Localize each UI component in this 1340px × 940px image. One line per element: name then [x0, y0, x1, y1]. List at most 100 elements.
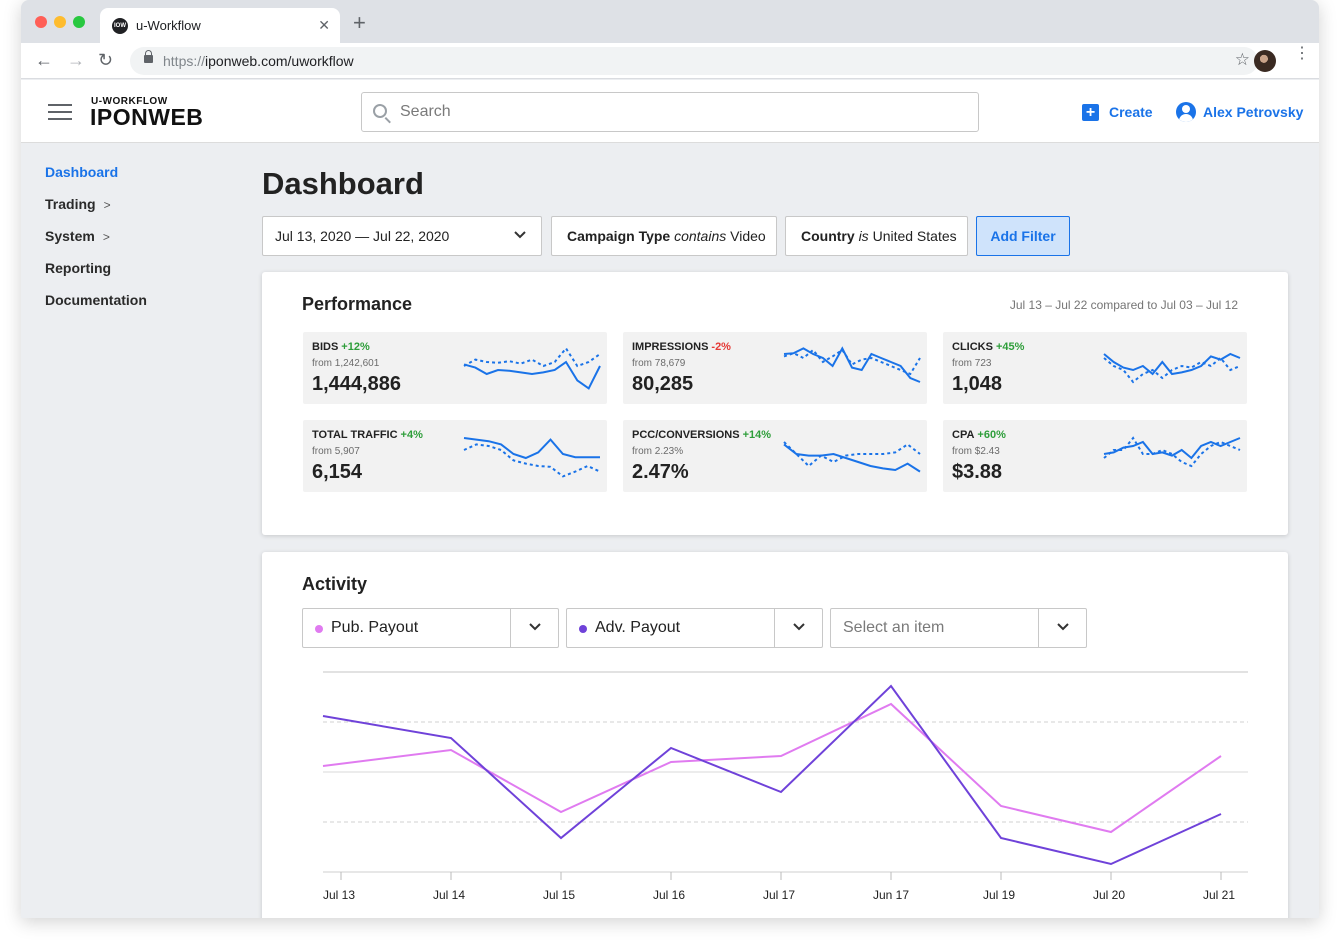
- kpi-label: CPA +60%: [952, 429, 1006, 441]
- sparkline-current: [783, 346, 921, 383]
- user-avatar-icon: [1176, 102, 1196, 122]
- x-tick-label: Jul 13: [323, 888, 355, 902]
- add-filter-button[interactable]: Add Filter: [976, 216, 1070, 256]
- kpi-label: BIDS +12%: [312, 341, 370, 353]
- filter-operator: is: [858, 228, 869, 244]
- kpi-tile[interactable]: CLICKS +45% from 723 1,048: [943, 332, 1247, 404]
- kpi-sparkline: [1103, 352, 1241, 384]
- x-tick-label: Jul 14: [433, 888, 465, 902]
- x-tick-label: Jul 19: [983, 888, 1015, 902]
- url-text: https://iponweb.com/uworkflow: [163, 53, 354, 69]
- metric-select-2[interactable]: Adv. Payout: [566, 608, 823, 648]
- sidebar-item-trading[interactable]: Trading >: [45, 196, 245, 228]
- logo-subtitle: U-WORKFLOW: [91, 96, 168, 107]
- search-input[interactable]: [400, 101, 960, 123]
- back-icon[interactable]: ←: [35, 50, 53, 70]
- series-line: [322, 702, 1222, 834]
- sidebar-item-label: Reporting: [45, 260, 112, 276]
- close-tab-icon[interactable]: ✕: [318, 17, 330, 33]
- metric-select-3[interactable]: Select an item: [830, 608, 1087, 648]
- reload-icon[interactable]: ↻: [98, 50, 114, 70]
- metric-select-1[interactable]: Pub. Payout: [302, 608, 559, 648]
- kpi-change: +14%: [742, 429, 772, 441]
- page-title: Dashboard: [262, 166, 424, 201]
- browser-profile-avatar[interactable]: [1254, 50, 1276, 72]
- sparkline-current: [463, 437, 600, 460]
- sparkline-previous: [783, 348, 921, 376]
- x-tick-label: Jul 21: [1203, 888, 1235, 902]
- kpi-value: 1,048: [952, 373, 1003, 395]
- kpi-tile[interactable]: PCC/CONVERSIONS +14% from 2.23% 2.47%: [623, 420, 927, 492]
- kpi-sparkline: [463, 437, 601, 478]
- address-bar[interactable]: https://iponweb.com/uworkflow ☆: [130, 47, 1258, 75]
- kpi-tile[interactable]: CPA +60% from $2.43 $3.88: [943, 420, 1247, 492]
- date-range-picker[interactable]: Jul 13, 2020 — Jul 22, 2020: [262, 216, 542, 256]
- sidebar-item-system[interactable]: System >: [45, 228, 245, 260]
- browser-menu-icon[interactable]: ⋮: [1294, 45, 1310, 62]
- sidebar-item-label: System: [45, 228, 95, 244]
- search-icon: [373, 104, 387, 118]
- favicon-icon: IOW: [112, 18, 128, 34]
- kpi-label: CLICKS +45%: [952, 341, 1025, 353]
- browser-toolbar: ← → ↻ https://iponweb.com/uworkflow ☆ ⋮: [21, 43, 1319, 79]
- kpi-change: +60%: [977, 429, 1006, 441]
- filter-chip-campaign-type[interactable]: Campaign Type contains Video: [551, 216, 777, 256]
- forward-icon[interactable]: →: [67, 50, 85, 70]
- hamburger-menu-icon[interactable]: [48, 104, 72, 120]
- filter-value: Video: [730, 228, 766, 244]
- zoom-window-button[interactable]: [73, 16, 85, 28]
- sidebar-nav: Dashboard Trading > System > Reporting Doc…: [45, 164, 245, 324]
- sidebar-item-dashboard[interactable]: Dashboard: [45, 164, 245, 196]
- kpi-previous-value: from 1,242,601: [312, 358, 380, 369]
- kpi-value: 80,285: [632, 373, 694, 395]
- chevron-down-icon[interactable]: [789, 617, 809, 637]
- x-tick-label: Jun 17: [873, 888, 909, 902]
- sparkline-previous: [463, 346, 601, 368]
- kpi-change: +12%: [341, 341, 370, 353]
- kpi-tile[interactable]: IMPRESSIONS -2% from 78,679 80,285: [623, 332, 927, 404]
- sidebar-item-label: Dashboard: [45, 164, 119, 180]
- sparkline-current: [1103, 352, 1241, 376]
- sparkline-previous: [1103, 356, 1241, 384]
- kpi-value: 1,444,886: [312, 373, 401, 395]
- kpi-value: 6,154: [312, 461, 363, 483]
- sparkline-current: [463, 360, 601, 390]
- minimize-window-button[interactable]: [54, 16, 66, 28]
- kpi-tile[interactable]: TOTAL TRAFFIC +4% from 5,907 6,154: [303, 420, 607, 492]
- filter-operator: contains: [674, 228, 727, 244]
- sparkline-current: [783, 443, 921, 473]
- kpi-previous-value: from 723: [952, 358, 992, 369]
- activity-title: Activity: [302, 574, 368, 594]
- sidebar-item-documentation[interactable]: Documentation: [45, 292, 245, 324]
- performance-card: Performance Jul 13 – Jul 22 compared to …: [262, 272, 1288, 535]
- sidebar-item-label: Trading: [45, 196, 96, 212]
- kpi-label: TOTAL TRAFFIC +4%: [312, 429, 423, 441]
- performance-title: Performance: [302, 294, 413, 314]
- metric-select-placeholder: Select an item: [843, 619, 945, 636]
- series-color-dot: [579, 625, 587, 633]
- new-tab-icon[interactable]: +: [353, 10, 366, 35]
- lock-icon: [144, 50, 153, 63]
- x-tick-label: Jul 17: [763, 888, 795, 902]
- browser-window: IOW u-Workflow ✕ + ← → ↻ https://iponweb…: [21, 0, 1319, 918]
- kpi-tile[interactable]: BIDS +12% from 1,242,601 1,444,886: [303, 332, 607, 404]
- x-tick-label: Jul 15: [543, 888, 575, 902]
- close-window-button[interactable]: [35, 16, 47, 28]
- metric-select-value: Pub. Payout: [331, 619, 419, 636]
- kpi-label: IMPRESSIONS -2%: [632, 341, 731, 353]
- browser-tab[interactable]: IOW u-Workflow ✕: [100, 8, 340, 43]
- sidebar-item-reporting[interactable]: Reporting: [45, 260, 245, 292]
- metric-select-value: Adv. Payout: [595, 619, 681, 636]
- chevron-right-icon: >: [102, 230, 110, 244]
- chevron-right-icon: >: [103, 198, 111, 212]
- filter-chip-country[interactable]: Country is United States: [785, 216, 968, 256]
- plus-icon: +: [1082, 104, 1099, 121]
- kpi-previous-value: from 5,907: [312, 446, 360, 457]
- bookmark-star-icon[interactable]: ☆: [1234, 50, 1250, 69]
- kpi-change: -2%: [711, 341, 731, 353]
- chevron-down-icon[interactable]: [1053, 617, 1073, 637]
- x-tick-label: Jul 16: [653, 888, 685, 902]
- date-range-value: Jul 13, 2020 — Jul 22, 2020: [275, 228, 450, 244]
- chevron-down-icon[interactable]: [525, 617, 545, 637]
- kpi-sparkline: [783, 346, 921, 383]
